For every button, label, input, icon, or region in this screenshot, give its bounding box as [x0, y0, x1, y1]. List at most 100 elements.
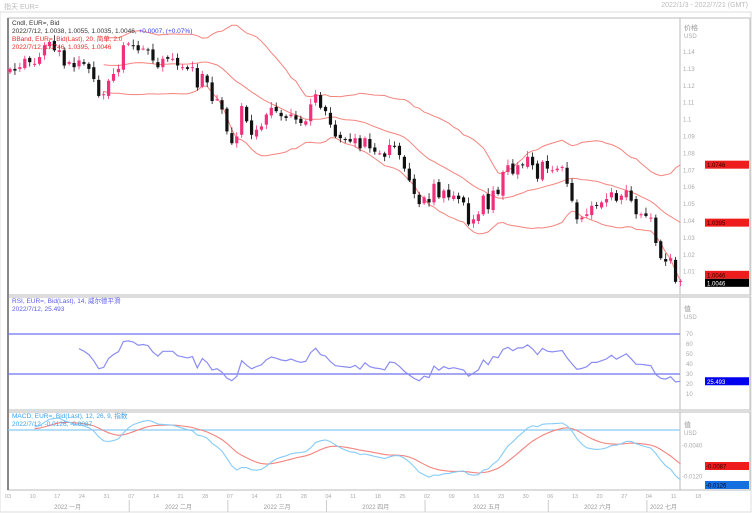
candle-body — [432, 183, 436, 203]
candle-body — [318, 95, 323, 108]
bband-middle — [103, 61, 681, 224]
date-range: 2022/1/3 - 2022/7/21 (GMT) — [661, 2, 748, 9]
macd-legend-2: 2022/7/12, -0.0126, -0.0087 — [12, 421, 127, 429]
macd-badge — [705, 481, 749, 489]
candle-body — [205, 75, 209, 83]
candle-body — [146, 49, 150, 51]
candle-body — [452, 195, 456, 200]
candle-body — [111, 73, 116, 81]
month-label: 2022 五月 — [473, 504, 500, 511]
price-tick-label: 1.03 — [683, 236, 695, 242]
candle-body — [565, 167, 569, 184]
candle-body — [437, 182, 441, 198]
candle-body — [289, 114, 293, 117]
candle-body — [284, 116, 288, 118]
month-label: 2022 二月 — [165, 504, 192, 511]
candle-body — [161, 58, 165, 68]
candle-body — [72, 62, 76, 68]
macd-signal-line — [34, 421, 681, 474]
date-tick-label: 25 — [399, 494, 405, 500]
rsi-tick-label: 50 — [686, 352, 693, 358]
candle-body — [368, 139, 372, 149]
candle-body — [412, 178, 416, 194]
candle-body — [269, 107, 273, 116]
rsi-tick-label: 40 — [686, 362, 693, 368]
rsi-line — [78, 340, 681, 383]
candle-body — [481, 195, 485, 215]
candle-body — [171, 58, 175, 60]
candle-body — [314, 94, 318, 103]
candle-body — [47, 41, 52, 47]
candle-body — [13, 68, 17, 71]
candle-body — [264, 114, 268, 125]
month-label: 2022 四月 — [362, 504, 389, 511]
candle-body — [176, 57, 180, 66]
candle-body — [363, 138, 367, 147]
candle-body — [595, 204, 599, 206]
rsi-legend-2: 2022/7/12, 25.493 — [12, 306, 65, 313]
candle-body — [644, 213, 648, 216]
candle-body — [97, 79, 101, 96]
candle-body — [407, 168, 411, 181]
candle-body — [52, 41, 56, 51]
date-tick-label: 04 — [325, 494, 331, 500]
macd-tick-label: -0.0120 — [682, 475, 703, 481]
macd-legend-1: MACD, EUR=, Bid(Last), 12, 26, 9, 指数 — [12, 413, 128, 420]
candle-body — [254, 129, 259, 137]
macd-axis-unit: USD — [684, 431, 697, 437]
candle-body — [23, 58, 27, 69]
candle-body — [417, 194, 421, 205]
candle-body — [624, 190, 628, 198]
macd-line — [34, 417, 681, 481]
candle-body — [230, 133, 234, 144]
macd-badge-label: -0.0126 — [706, 484, 727, 490]
candle-body — [200, 73, 204, 87]
price-badge — [705, 270, 749, 279]
date-tick-label: 14 — [153, 494, 159, 500]
date-tick-label: 17 — [54, 494, 60, 500]
candle-body — [654, 217, 658, 243]
price-axis-title: 价格 — [684, 23, 698, 32]
macd-legend: MACD, EUR=, Bid(Last), 12, 26, 9, 指数 202… — [12, 413, 127, 429]
candle-body — [604, 199, 609, 203]
candle-body — [501, 171, 505, 196]
candle-body — [506, 165, 510, 172]
candle-body — [466, 203, 471, 225]
rsi-tick-label: 30 — [686, 372, 693, 378]
ohlc-values: 2022/7/12, 1.0038, 1.0055, 1.0035, 1.004… — [12, 28, 137, 35]
candle-body — [348, 139, 352, 142]
candle-body — [245, 106, 249, 122]
candle-body — [18, 67, 22, 69]
price-tick-label: 1.09 — [683, 135, 695, 141]
date-tick-label: 10 — [30, 494, 36, 500]
date-tick-label: 13 — [572, 494, 578, 500]
bband-legend-1: BBand, EUR=, Bid(Last), 20, 简单, 2.0 — [12, 36, 123, 43]
date-tick-label: 18 — [375, 494, 381, 500]
candle-body — [190, 67, 195, 69]
price-badge-label: 1.0395 — [707, 221, 726, 227]
candle-body — [530, 156, 535, 166]
candle-body — [392, 145, 397, 147]
price-tick-label: 1.14 — [683, 50, 695, 56]
price-tick-label: 1.12 — [683, 84, 695, 90]
price-tick-label: 1.07 — [683, 168, 695, 174]
candle-body — [195, 68, 199, 88]
panel-frame — [7, 17, 751, 296]
date-tick-label: 31 — [104, 494, 110, 500]
month-label: 2022 三月 — [264, 504, 291, 511]
candle-body — [550, 170, 554, 172]
price-tick-label: 1.05 — [683, 202, 695, 208]
candle-body — [521, 164, 525, 166]
month-label: 2022 六月 — [584, 503, 611, 511]
candle-body — [62, 50, 66, 66]
candle-body — [333, 124, 337, 137]
price-tick-label: 1.11 — [683, 101, 695, 107]
candle-body — [343, 139, 347, 141]
price-badge-label: 1.0046 — [707, 273, 726, 279]
candle-body — [116, 68, 121, 73]
date-tick-label: 07 — [128, 494, 134, 500]
price-badge — [705, 160, 749, 169]
candle-body — [590, 205, 594, 216]
candle-body — [659, 241, 663, 259]
